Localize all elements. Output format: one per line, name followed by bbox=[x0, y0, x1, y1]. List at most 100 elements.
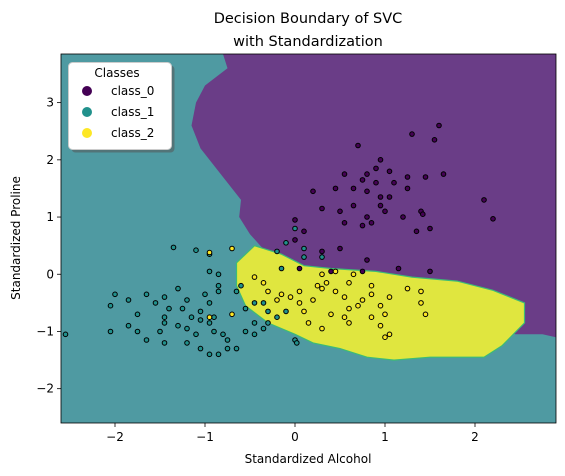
point-class-2 bbox=[319, 325, 325, 332]
point-class-0 bbox=[328, 268, 334, 275]
plot-frame bbox=[60, 53, 557, 424]
point-class-1 bbox=[184, 340, 190, 346]
point-class-1 bbox=[206, 268, 213, 275]
point-class-1 bbox=[157, 328, 163, 335]
region-class-0 bbox=[191, 54, 556, 338]
point-class-1 bbox=[107, 302, 114, 309]
point-class-2 bbox=[206, 314, 213, 321]
point-class-1 bbox=[166, 305, 172, 312]
y-tick-label: −1 bbox=[36, 324, 54, 338]
point-class-1 bbox=[265, 308, 271, 315]
point-class-1 bbox=[215, 288, 222, 295]
point-class-1 bbox=[188, 314, 195, 321]
legend-marker-class-1 bbox=[82, 107, 92, 117]
point-class-1 bbox=[220, 331, 226, 338]
point-class-1 bbox=[125, 322, 132, 329]
point-class-1 bbox=[283, 240, 289, 246]
point-class-1 bbox=[175, 285, 181, 292]
point-class-1 bbox=[238, 282, 244, 289]
point-class-1 bbox=[215, 282, 222, 289]
chart-subtitle: with Standardization bbox=[233, 34, 383, 50]
point-class-1 bbox=[233, 288, 240, 295]
point-class-1 bbox=[224, 345, 231, 352]
point-class-1 bbox=[301, 245, 307, 252]
point-class-1 bbox=[161, 340, 168, 346]
point-class-0 bbox=[292, 217, 298, 223]
point-class-0 bbox=[301, 228, 307, 235]
point-class-1 bbox=[184, 325, 190, 332]
y-axis-label: Standardized Proline bbox=[9, 176, 23, 300]
point-class-1 bbox=[197, 345, 204, 352]
point-class-1 bbox=[193, 247, 199, 253]
point-class-1 bbox=[143, 291, 150, 298]
point-class-0 bbox=[391, 179, 397, 186]
point-class-2 bbox=[323, 280, 330, 286]
point-class-0 bbox=[296, 265, 303, 272]
point-class-1 bbox=[224, 337, 231, 343]
point-class-0 bbox=[355, 142, 361, 149]
y-tick-label: 2 bbox=[46, 153, 54, 167]
point-class-1 bbox=[62, 331, 69, 338]
point-class-2 bbox=[328, 311, 334, 318]
point-class-2 bbox=[274, 297, 280, 303]
point-class-2 bbox=[251, 274, 258, 280]
point-class-1 bbox=[206, 351, 213, 358]
point-class-2 bbox=[377, 322, 384, 329]
point-class-2 bbox=[418, 288, 424, 295]
point-class-1 bbox=[292, 225, 298, 232]
point-class-0 bbox=[359, 177, 366, 183]
point-class-2 bbox=[229, 245, 235, 252]
point-class-2 bbox=[341, 314, 348, 321]
point-class-1 bbox=[152, 300, 159, 306]
point-class-0 bbox=[377, 202, 384, 209]
point-class-0 bbox=[377, 194, 384, 200]
point-class-1 bbox=[134, 328, 141, 335]
point-class-2 bbox=[346, 280, 352, 286]
y-tick-label: 1 bbox=[46, 210, 54, 224]
point-class-1 bbox=[184, 297, 190, 303]
point-class-1 bbox=[161, 320, 168, 326]
point-class-2 bbox=[386, 331, 393, 338]
point-class-0 bbox=[337, 208, 343, 215]
x-tick-label: −2 bbox=[106, 430, 124, 444]
point-class-2 bbox=[377, 302, 384, 309]
point-class-2 bbox=[319, 285, 325, 292]
point-class-2 bbox=[355, 302, 361, 309]
point-class-2 bbox=[296, 288, 303, 295]
point-class-1 bbox=[211, 328, 217, 335]
x-tick-label: 0 bbox=[291, 430, 299, 444]
legend-box bbox=[68, 62, 172, 150]
point-class-2 bbox=[314, 282, 321, 289]
point-class-0 bbox=[292, 237, 298, 243]
point-class-0 bbox=[364, 214, 370, 220]
plot-area bbox=[60, 53, 557, 424]
point-class-1 bbox=[175, 322, 181, 329]
point-class-1 bbox=[215, 351, 222, 358]
point-class-1 bbox=[260, 300, 267, 306]
y-tick-label: −2 bbox=[36, 382, 54, 396]
point-class-0 bbox=[427, 225, 433, 232]
legend-label-class-0: class_0 bbox=[111, 84, 154, 98]
point-class-0 bbox=[481, 197, 487, 203]
x-tick-label: −1 bbox=[196, 430, 214, 444]
point-class-0 bbox=[395, 265, 402, 272]
point-class-0 bbox=[368, 220, 375, 226]
point-class-0 bbox=[386, 168, 393, 175]
point-class-2 bbox=[418, 300, 424, 306]
legend-label-class-1: class_1 bbox=[111, 105, 154, 119]
point-class-0 bbox=[319, 248, 325, 255]
point-class-1 bbox=[197, 308, 204, 315]
point-class-1 bbox=[233, 345, 240, 352]
point-class-0 bbox=[359, 268, 366, 275]
point-class-1 bbox=[206, 320, 213, 326]
point-class-0 bbox=[382, 208, 388, 215]
point-class-2 bbox=[260, 280, 267, 286]
region-class-2 bbox=[235, 245, 526, 361]
point-class-2 bbox=[287, 294, 294, 300]
point-class-2 bbox=[368, 282, 375, 289]
legend: Classes class_0 class_1 class_2 bbox=[68, 62, 175, 153]
point-class-0 bbox=[413, 228, 420, 235]
point-class-0 bbox=[341, 171, 348, 177]
y-tick-label: 0 bbox=[46, 267, 54, 281]
